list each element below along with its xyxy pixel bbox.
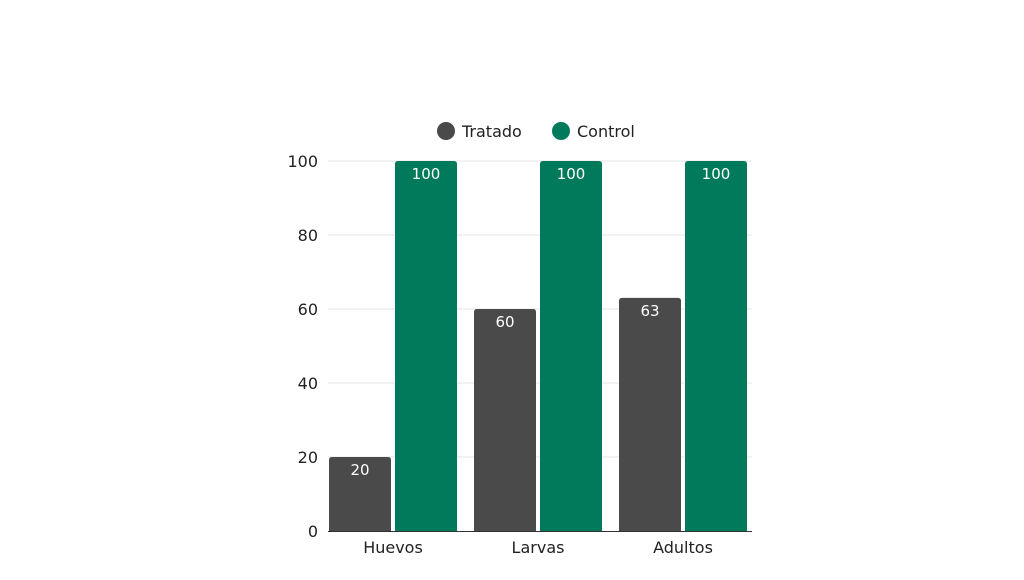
x-tick-label: Huevos bbox=[363, 538, 423, 557]
legend-marker-control bbox=[552, 122, 570, 140]
x-tick-label: Larvas bbox=[512, 538, 565, 557]
data-label: 63 bbox=[640, 302, 659, 320]
bar-control-adultos bbox=[685, 161, 747, 531]
x-tick-label: Adultos bbox=[653, 538, 713, 557]
data-label: 60 bbox=[495, 313, 514, 331]
legend-label-control: Control bbox=[577, 122, 635, 141]
y-tick-label: 80 bbox=[298, 226, 318, 245]
bar-tratado-adultos bbox=[619, 297, 681, 531]
y-tick-label: 100 bbox=[287, 152, 318, 171]
y-tick-label: 40 bbox=[298, 374, 318, 393]
bar-tratado-huevos bbox=[329, 457, 391, 531]
data-label: 20 bbox=[350, 461, 369, 479]
bar-tratado-larvas bbox=[474, 309, 536, 531]
bar-control-larvas bbox=[540, 161, 602, 531]
data-label: 100 bbox=[412, 165, 441, 183]
legend-marker-tratado bbox=[437, 122, 455, 140]
y-tick-label: 20 bbox=[298, 448, 318, 467]
data-label: 100 bbox=[702, 165, 731, 183]
y-tick-label: 60 bbox=[298, 300, 318, 319]
data-label: 100 bbox=[557, 165, 586, 183]
bar-control-huevos bbox=[395, 161, 457, 531]
y-tick-label: 0 bbox=[308, 522, 318, 541]
legend-label-tratado: Tratado bbox=[461, 122, 522, 141]
